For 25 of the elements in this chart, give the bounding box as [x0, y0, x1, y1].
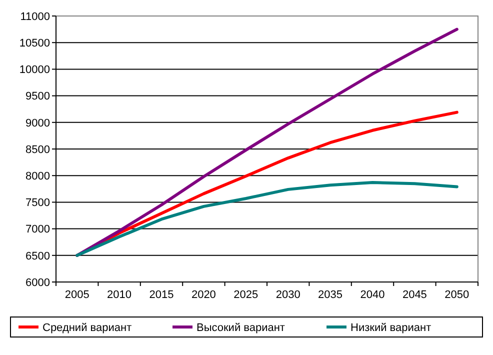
x-tick-label: 2045	[402, 289, 427, 301]
x-tick-label: 2035	[318, 289, 343, 301]
x-tick-label: 2010	[107, 289, 132, 301]
x-tick-label: 2015	[149, 289, 174, 301]
legend-label: Средний вариант	[42, 322, 132, 334]
y-tick-label: 9500	[26, 90, 50, 103]
x-tick-label: 2040	[360, 289, 385, 301]
y-tick-label: 6500	[26, 250, 50, 262]
x-tick-label: 2030	[276, 289, 300, 301]
legend-label: Низкий вариант	[350, 322, 432, 334]
x-tick-label: 2025	[234, 289, 258, 301]
y-tick-label: 10500	[19, 37, 50, 50]
y-tick-label: 11000	[20, 10, 50, 23]
y-tick-label: 9000	[26, 117, 50, 130]
x-tick-label: 2020	[191, 289, 216, 301]
legend-label: Высокий вариант	[196, 322, 285, 334]
y-tick-label: 7000	[26, 224, 50, 236]
y-tick-label: 7500	[26, 197, 50, 210]
x-tick-label: 2050	[444, 289, 470, 301]
y-tick-label: 8000	[26, 170, 50, 182]
y-tick-label: 6000	[26, 276, 50, 289]
y-tick-label: 10000	[19, 64, 50, 76]
line-series	[76, 181, 458, 257]
x-tick-label: 2005	[64, 289, 90, 301]
y-tick-label: 8500	[26, 144, 50, 156]
